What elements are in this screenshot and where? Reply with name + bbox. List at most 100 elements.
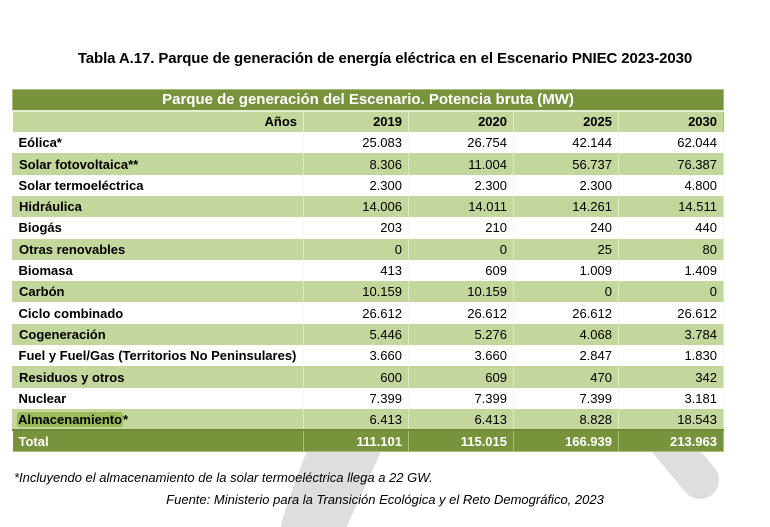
cell-value: 0 xyxy=(408,238,514,260)
header-years-label: Años xyxy=(12,109,304,133)
cell-value: 210 xyxy=(408,217,514,239)
cell-value: 42.144 xyxy=(513,132,619,154)
cell-value: 18.543 xyxy=(618,408,724,431)
cell-value: 609 xyxy=(408,259,514,282)
row-label: Almacenamiento* xyxy=(12,408,304,431)
row-label: Nuclear xyxy=(12,387,304,409)
table-row: Cogeneración 5.446 5.276 4.068 3.784 xyxy=(12,323,724,346)
cell-value: 600 xyxy=(303,366,409,388)
cell-value: 0 xyxy=(303,238,409,260)
cell-value: 413 xyxy=(303,259,409,282)
cell-value: 0 xyxy=(618,281,724,303)
table-title: Parque de generación del Escenario. Pote… xyxy=(12,88,724,112)
table-row: Nuclear 7.399 7.399 7.399 3.181 xyxy=(12,387,724,409)
cell-value: 8.828 xyxy=(513,408,619,431)
total-value: 115.015 xyxy=(408,429,514,453)
cell-value: 1.830 xyxy=(618,345,724,367)
cell-value: 6.413 xyxy=(303,408,409,431)
table-row: Ciclo combinado 26.612 26.612 26.612 26.612 xyxy=(12,302,724,324)
cell-value: 62.044 xyxy=(618,132,724,154)
cell-value: 2.300 xyxy=(408,174,514,196)
cell-value: 10.159 xyxy=(408,281,514,303)
table-row: Biomasa 413 609 1.009 1.409 xyxy=(12,259,724,282)
cell-value: 609 xyxy=(408,366,514,388)
table-row: Otras renovables 0 0 25 80 xyxy=(12,238,724,260)
cell-value: 14.011 xyxy=(408,195,514,218)
table-row: Carbón 10.159 10.159 0 0 xyxy=(12,281,724,303)
cell-value: 3.660 xyxy=(408,345,514,367)
cell-value: 7.399 xyxy=(408,387,514,409)
cell-value: 10.159 xyxy=(303,281,409,303)
row-label: Fuel y Fuel/Gas (Territorios No Peninsul… xyxy=(12,345,304,367)
table-row: Solar termoeléctrica 2.300 2.300 2.300 4.800 xyxy=(12,174,724,196)
row-label: Eólica* xyxy=(12,132,304,154)
cell-value: 240 xyxy=(513,217,619,239)
table-row: Eólica* 25.083 26.754 42.144 62.044 xyxy=(12,132,724,154)
cell-value: 4.068 xyxy=(513,323,619,346)
table-title-row: Parque de generación del Escenario. Pote… xyxy=(12,88,724,112)
cell-value: 8.306 xyxy=(303,153,409,175)
cell-value: 56.737 xyxy=(513,153,619,175)
row-label: Ciclo combinado xyxy=(12,302,304,324)
row-label: Biomasa xyxy=(12,259,304,282)
cell-value: 26.612 xyxy=(513,302,619,324)
header-year: 2025 xyxy=(513,109,619,133)
cell-value: 5.446 xyxy=(303,323,409,346)
cell-value: 14.261 xyxy=(513,195,619,218)
cell-value: 440 xyxy=(618,217,724,239)
source-note: Fuente: Ministerio para la Transición Ec… xyxy=(166,492,604,507)
table-row: Fuel y Fuel/Gas (Territorios No Peninsul… xyxy=(12,345,724,367)
cell-value: 80 xyxy=(618,238,724,260)
table-body: Eólica* 25.083 26.754 42.144 62.044 Solar fot… xyxy=(12,132,724,431)
row-label: Hidráulica xyxy=(12,195,304,218)
row-label: Cogeneración xyxy=(12,323,304,346)
row-label: Solar termoeléctrica xyxy=(12,174,304,196)
cell-value: 342 xyxy=(618,366,724,388)
table-header-row: Años 2019 2020 2025 2030 xyxy=(12,109,724,133)
cell-value: 3.784 xyxy=(618,323,724,346)
row-label: Carbón xyxy=(12,281,304,303)
table-caption: Tabla A.17. Parque de generación de ener… xyxy=(77,50,693,67)
cell-value: 5.276 xyxy=(408,323,514,346)
cell-value: 7.399 xyxy=(303,387,409,409)
row-label: Otras renovables xyxy=(12,238,304,260)
cell-value: 6.413 xyxy=(408,408,514,431)
cell-value: 7.399 xyxy=(513,387,619,409)
header-year: 2030 xyxy=(618,109,724,133)
cell-value: 14.511 xyxy=(618,195,724,218)
table-row: Solar fotovoltaica** 8.306 11.004 56.737 76.… xyxy=(12,153,724,175)
total-label: Total xyxy=(12,429,304,453)
cell-value: 2.300 xyxy=(513,174,619,196)
cell-value: 2.847 xyxy=(513,345,619,367)
row-label: Solar fotovoltaica** xyxy=(12,153,304,175)
table-row: Hidráulica 14.006 14.011 14.261 14.511 xyxy=(12,195,724,218)
table-row: Almacenamiento* 6.413 6.413 8.828 18.543 xyxy=(12,408,724,431)
total-value: 213.963 xyxy=(618,429,724,453)
cell-value: 26.612 xyxy=(618,302,724,324)
cell-value: 2.300 xyxy=(303,174,409,196)
footnote: *Incluyendo el almacenamiento de la sola… xyxy=(14,470,433,485)
highlighted-label: Almacenamiento xyxy=(17,411,124,427)
total-row: Total 111.101 115.015 166.939 213.963 xyxy=(12,429,724,453)
cell-value: 470 xyxy=(513,366,619,388)
header-year: 2019 xyxy=(303,109,409,133)
cell-value: 0 xyxy=(513,281,619,303)
cell-value: 14.006 xyxy=(303,195,409,218)
cell-value: 26.612 xyxy=(408,302,514,324)
cell-value: 4.800 xyxy=(618,174,724,196)
table-row: Biogás 203 210 240 440 xyxy=(12,217,724,239)
cell-value: 3.181 xyxy=(618,387,724,409)
cell-value: 1.409 xyxy=(618,259,724,282)
row-label: Biogás xyxy=(12,217,304,239)
table-row: Residuos y otros 600 609 470 342 xyxy=(12,366,724,388)
total-value: 111.101 xyxy=(303,429,409,453)
cell-value: 25.083 xyxy=(303,132,409,154)
row-label: Residuos y otros xyxy=(12,366,304,388)
total-value: 166.939 xyxy=(513,429,619,453)
cell-value: 26.612 xyxy=(303,302,409,324)
cell-value: 25 xyxy=(513,238,619,260)
cell-value: 203 xyxy=(303,217,409,239)
cell-value: 76.387 xyxy=(618,153,724,175)
cell-value: 26.754 xyxy=(408,132,514,154)
cell-value: 1.009 xyxy=(513,259,619,282)
